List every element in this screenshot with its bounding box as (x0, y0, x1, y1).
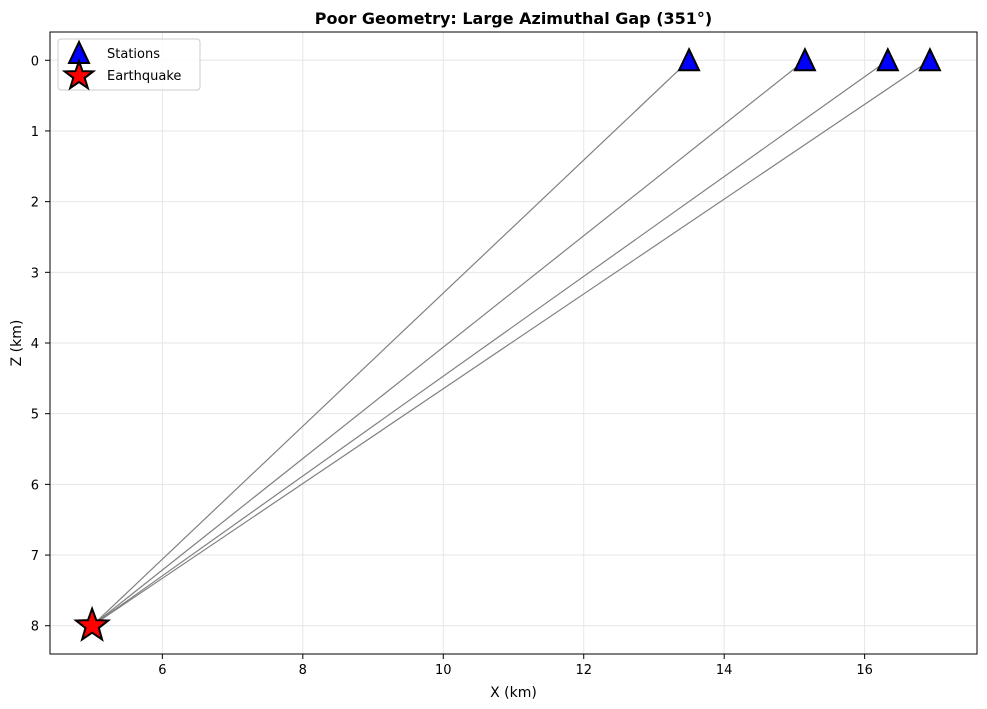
markers (73, 46, 942, 642)
ray-path (91, 59, 931, 627)
legend-earthquake-star-icon (61, 57, 97, 91)
station-marker (876, 46, 900, 72)
grid (50, 32, 977, 654)
y-tick-label: 3 (31, 266, 39, 281)
y-tick-label: 7 (31, 549, 39, 564)
y-tick-label: 8 (31, 620, 39, 635)
station-marker (677, 46, 701, 72)
ray-path (91, 59, 690, 627)
y-tick-label: 1 (31, 125, 39, 140)
earthquake-marker (73, 605, 112, 642)
x-tick-label: 10 (435, 663, 452, 678)
y-axis-label: Z (km) (9, 320, 25, 367)
ray-path (91, 59, 806, 627)
legend-label-stations: Stations (107, 47, 160, 62)
legend: Stations Earthquake (57, 38, 201, 91)
station-marker (793, 46, 817, 72)
y-tick-label: 4 (31, 337, 39, 352)
x-tick-label: 12 (575, 663, 592, 678)
legend-label-earthquake: Earthquake (107, 69, 181, 84)
x-tick-label: 8 (299, 663, 307, 678)
x-tick-label: 14 (716, 663, 733, 678)
ray-path (91, 59, 889, 627)
ray-paths (91, 59, 931, 627)
y-tick-label: 0 (31, 54, 39, 69)
x-tick-label: 16 (856, 663, 873, 678)
station-marker (918, 46, 942, 72)
x-tick-label: 6 (158, 663, 166, 678)
y-tick-label: 2 (31, 196, 39, 211)
legend-box (57, 38, 201, 91)
chart-title: Poor Geometry: Large Azimuthal Gap (351°… (315, 9, 712, 28)
y-tick-label: 6 (31, 478, 39, 493)
y-tick-label: 5 (31, 408, 39, 423)
x-axis-label: X (km) (490, 685, 537, 701)
